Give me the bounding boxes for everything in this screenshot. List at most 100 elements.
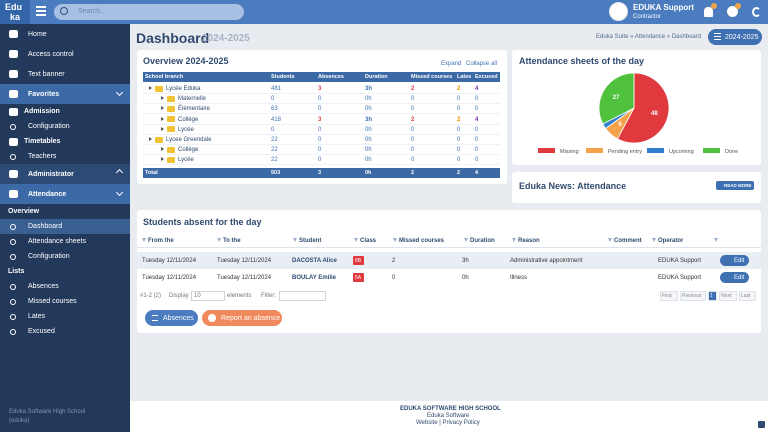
- column-header[interactable]: To the: [223, 238, 241, 244]
- menu-icon[interactable]: [36, 6, 46, 8]
- page-label[interactable]: Last: [741, 292, 751, 299]
- sidebar-label[interactable]: Timetables: [24, 138, 61, 145]
- breadcrumb[interactable]: Eduka Suite » Attendance » Dashboard: [596, 34, 702, 40]
- column-header[interactable]: Reason: [518, 238, 540, 244]
- sidebar-row[interactable]: [0, 149, 130, 164]
- sidebar-label[interactable]: Text banner: [28, 70, 65, 78]
- page-label[interactable]: 1: [710, 292, 713, 299]
- branch-name[interactable]: Lycée Eduka: [166, 86, 201, 92]
- page-button[interactable]: [739, 291, 756, 301]
- column-header[interactable]: From the: [148, 238, 174, 244]
- sidebar-row[interactable]: [0, 134, 130, 149]
- button-label[interactable]: Report an absence: [221, 315, 281, 322]
- student-name[interactable]: DACOSTA Alice: [292, 258, 337, 264]
- sidebar-row[interactable]: [0, 279, 130, 294]
- cell: 0: [475, 137, 479, 143]
- page-size[interactable]: 10: [194, 293, 201, 299]
- page-button[interactable]: [680, 291, 706, 301]
- filter-input[interactable]: [279, 291, 326, 301]
- menu-icon[interactable]: [36, 10, 46, 12]
- sidebar-row[interactable]: [0, 219, 130, 234]
- page-button[interactable]: [708, 291, 717, 301]
- logout-icon[interactable]: [752, 7, 761, 17]
- row-line: [143, 164, 500, 166]
- sidebar-label[interactable]: Administrator: [28, 170, 74, 178]
- sidebar-label[interactable]: Absences: [28, 283, 59, 290]
- read-more-button[interactable]: [716, 181, 754, 190]
- page-label[interactable]: First: [662, 292, 672, 299]
- student-name[interactable]: BOULAY Emilie: [292, 275, 337, 281]
- column-header[interactable]: Student: [299, 238, 322, 244]
- sidebar-label[interactable]: Excused: [28, 328, 55, 335]
- branch-name[interactable]: Lycée: [178, 126, 194, 133]
- read-more-label[interactable]: READ MORE: [724, 182, 752, 188]
- sidebar-label[interactable]: Attendance sheets: [28, 238, 86, 245]
- branch-name[interactable]: Élémentaire: [178, 106, 211, 113]
- sidebar-row[interactable]: [0, 324, 130, 339]
- column-header[interactable]: Duration: [470, 238, 495, 244]
- edit-label[interactable]: Edit: [734, 258, 745, 264]
- legend-label: Upcoming: [669, 149, 694, 155]
- tree-toggle[interactable]: [161, 126, 164, 131]
- footer-links[interactable]: Website | Privacy Policy: [416, 420, 480, 426]
- branch-name[interactable]: Collège: [178, 116, 199, 123]
- column-header[interactable]: Class: [360, 238, 377, 244]
- page-label[interactable]: Next: [721, 292, 732, 299]
- sidebar-row[interactable]: [0, 64, 130, 84]
- sidebar-row[interactable]: [0, 84, 130, 104]
- tree-toggle[interactable]: [161, 147, 164, 152]
- column-header[interactable]: Operator: [658, 238, 684, 244]
- sidebar-label[interactable]: Configuration: [28, 253, 70, 260]
- button-label[interactable]: Absences: [163, 315, 194, 322]
- column-header[interactable]: Missed courses: [399, 238, 445, 244]
- tree-toggle[interactable]: [161, 116, 164, 121]
- link[interactable]: Collapse all: [466, 61, 498, 67]
- sidebar-label[interactable]: Lates: [28, 313, 46, 320]
- year-button-label[interactable]: 2024-2025: [725, 34, 759, 41]
- menu-icon: [714, 33, 721, 34]
- sidebar-label[interactable]: Missed courses: [28, 298, 77, 305]
- tree-toggle[interactable]: [161, 96, 164, 101]
- bullet: [10, 123, 16, 130]
- sidebar-label[interactable]: Configuration: [28, 123, 70, 130]
- bell-icon[interactable]: [704, 7, 713, 17]
- report-button[interactable]: [202, 310, 282, 326]
- tree-toggle[interactable]: [161, 157, 164, 162]
- absences-button[interactable]: [145, 310, 198, 326]
- sidebar-label[interactable]: Teachers: [28, 153, 57, 160]
- link[interactable]: Expand: [441, 61, 462, 67]
- page-button[interactable]: [719, 291, 737, 301]
- sidebar-label[interactable]: Favorites: [28, 90, 60, 98]
- sidebar-label[interactable]: Access control: [28, 50, 74, 58]
- branch-name[interactable]: Collège: [178, 147, 199, 154]
- tree-toggle[interactable]: [149, 86, 152, 90]
- sidebar-row[interactable]: [0, 104, 130, 119]
- branch-name[interactable]: Maternelle: [178, 96, 207, 103]
- branch-name[interactable]: Lycee Greendale: [166, 137, 212, 143]
- tree-toggle[interactable]: [161, 106, 164, 111]
- page-button[interactable]: [660, 291, 678, 301]
- cell: 0: [318, 96, 322, 103]
- branch-name[interactable]: Lycée: [178, 157, 194, 164]
- sidebar-row[interactable]: [0, 164, 130, 184]
- page-label[interactable]: Previous: [682, 292, 702, 299]
- edit-button[interactable]: [720, 255, 749, 266]
- year-button[interactable]: [708, 29, 762, 45]
- sidebar-row[interactable]: [0, 184, 130, 204]
- search-icon: [60, 7, 68, 15]
- sidebar-label[interactable]: Dashboard: [28, 223, 63, 230]
- menu-icon[interactable]: [36, 14, 46, 16]
- tree-toggle[interactable]: [149, 137, 152, 141]
- page-size-select[interactable]: [191, 291, 225, 301]
- sidebar-row[interactable]: [0, 309, 130, 324]
- cell: 0: [318, 157, 322, 164]
- sidebar-label[interactable]: Home: [28, 30, 47, 38]
- edit-button[interactable]: [720, 272, 749, 283]
- sidebar-row[interactable]: [0, 24, 130, 44]
- edit-label[interactable]: Edit: [734, 275, 745, 281]
- sidebar-label[interactable]: Attendance: [28, 190, 67, 198]
- search-box[interactable]: [54, 4, 244, 20]
- sidebar-label[interactable]: Admission: [24, 108, 60, 115]
- help-icon[interactable]: [727, 6, 738, 17]
- column-header[interactable]: Comment: [614, 238, 642, 244]
